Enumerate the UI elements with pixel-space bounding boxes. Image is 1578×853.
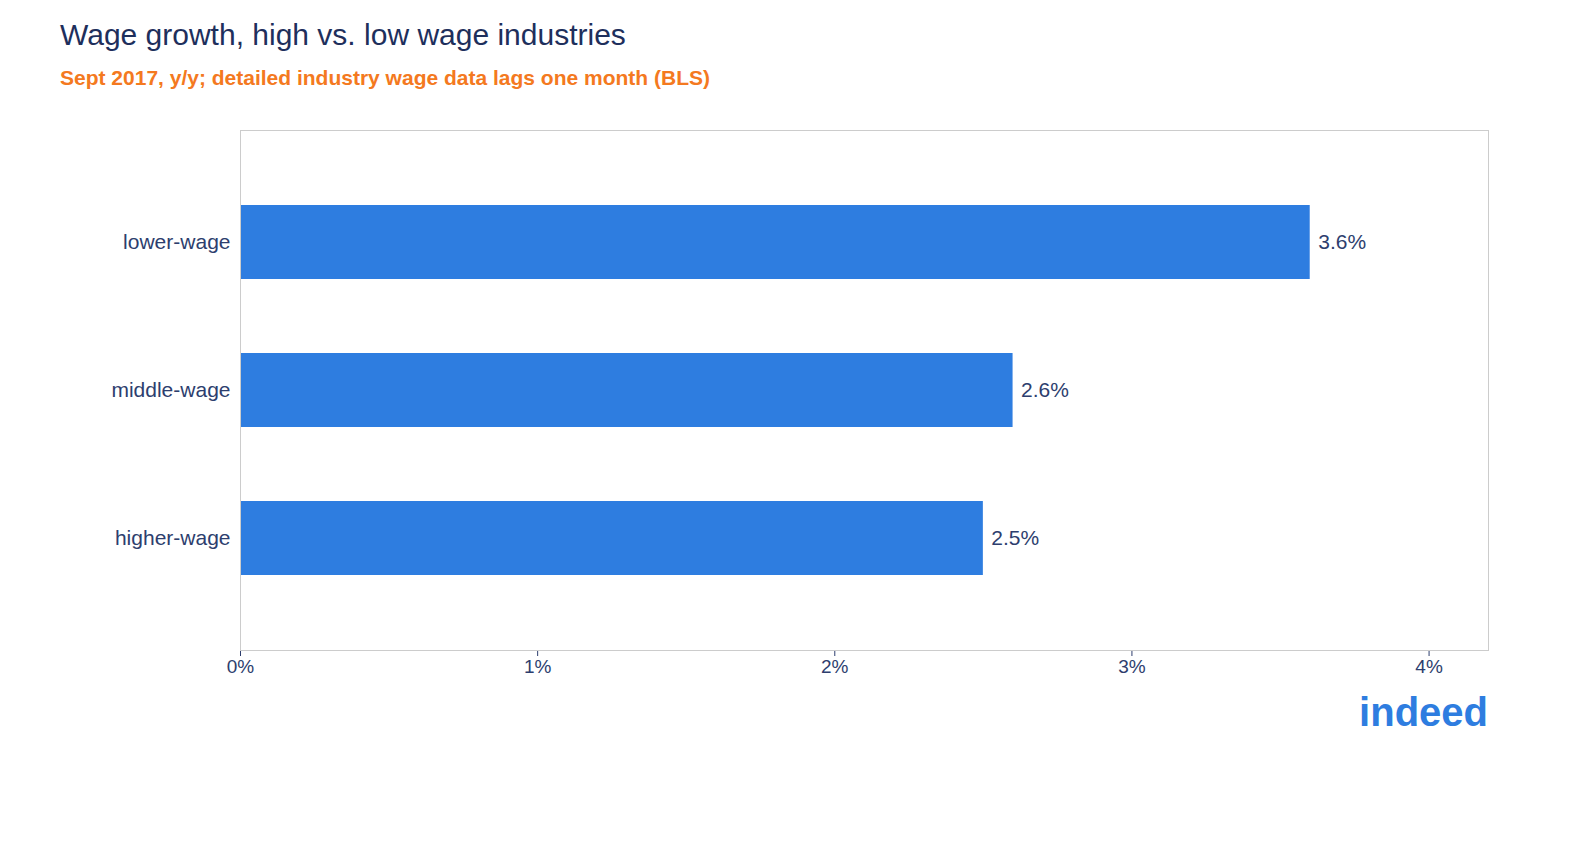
- html-text:Sept 2017, y/y; detailed indus: Sept 2017, y/y; detailed industry wage d…: [60, 66, 710, 89]
- svg-text:1%: 1%: [524, 656, 552, 677]
- html-text:indeed: indeed: [1359, 690, 1488, 734]
- html-text:Wage growth, high vs. low wage: Wage growth, high vs. low wage industrie…: [60, 18, 626, 51]
- svg-text:middle-wage: middle-wage: [111, 378, 230, 401]
- svg-text:3.6%: 3.6%: [1318, 230, 1366, 253]
- svg-text:0%: 0%: [227, 656, 255, 677]
- svg-text:2%: 2%: [821, 656, 849, 677]
- svg-text:higher-wage: higher-wage: [115, 526, 231, 549]
- svg-text:2.5%: 2.5%: [991, 526, 1039, 549]
- svg-text:2.6%: 2.6%: [1021, 378, 1069, 401]
- svg-text:lower-wage: lower-wage: [123, 230, 230, 253]
- svg-text:4%: 4%: [1415, 656, 1443, 677]
- svg-text:3%: 3%: [1118, 656, 1146, 677]
